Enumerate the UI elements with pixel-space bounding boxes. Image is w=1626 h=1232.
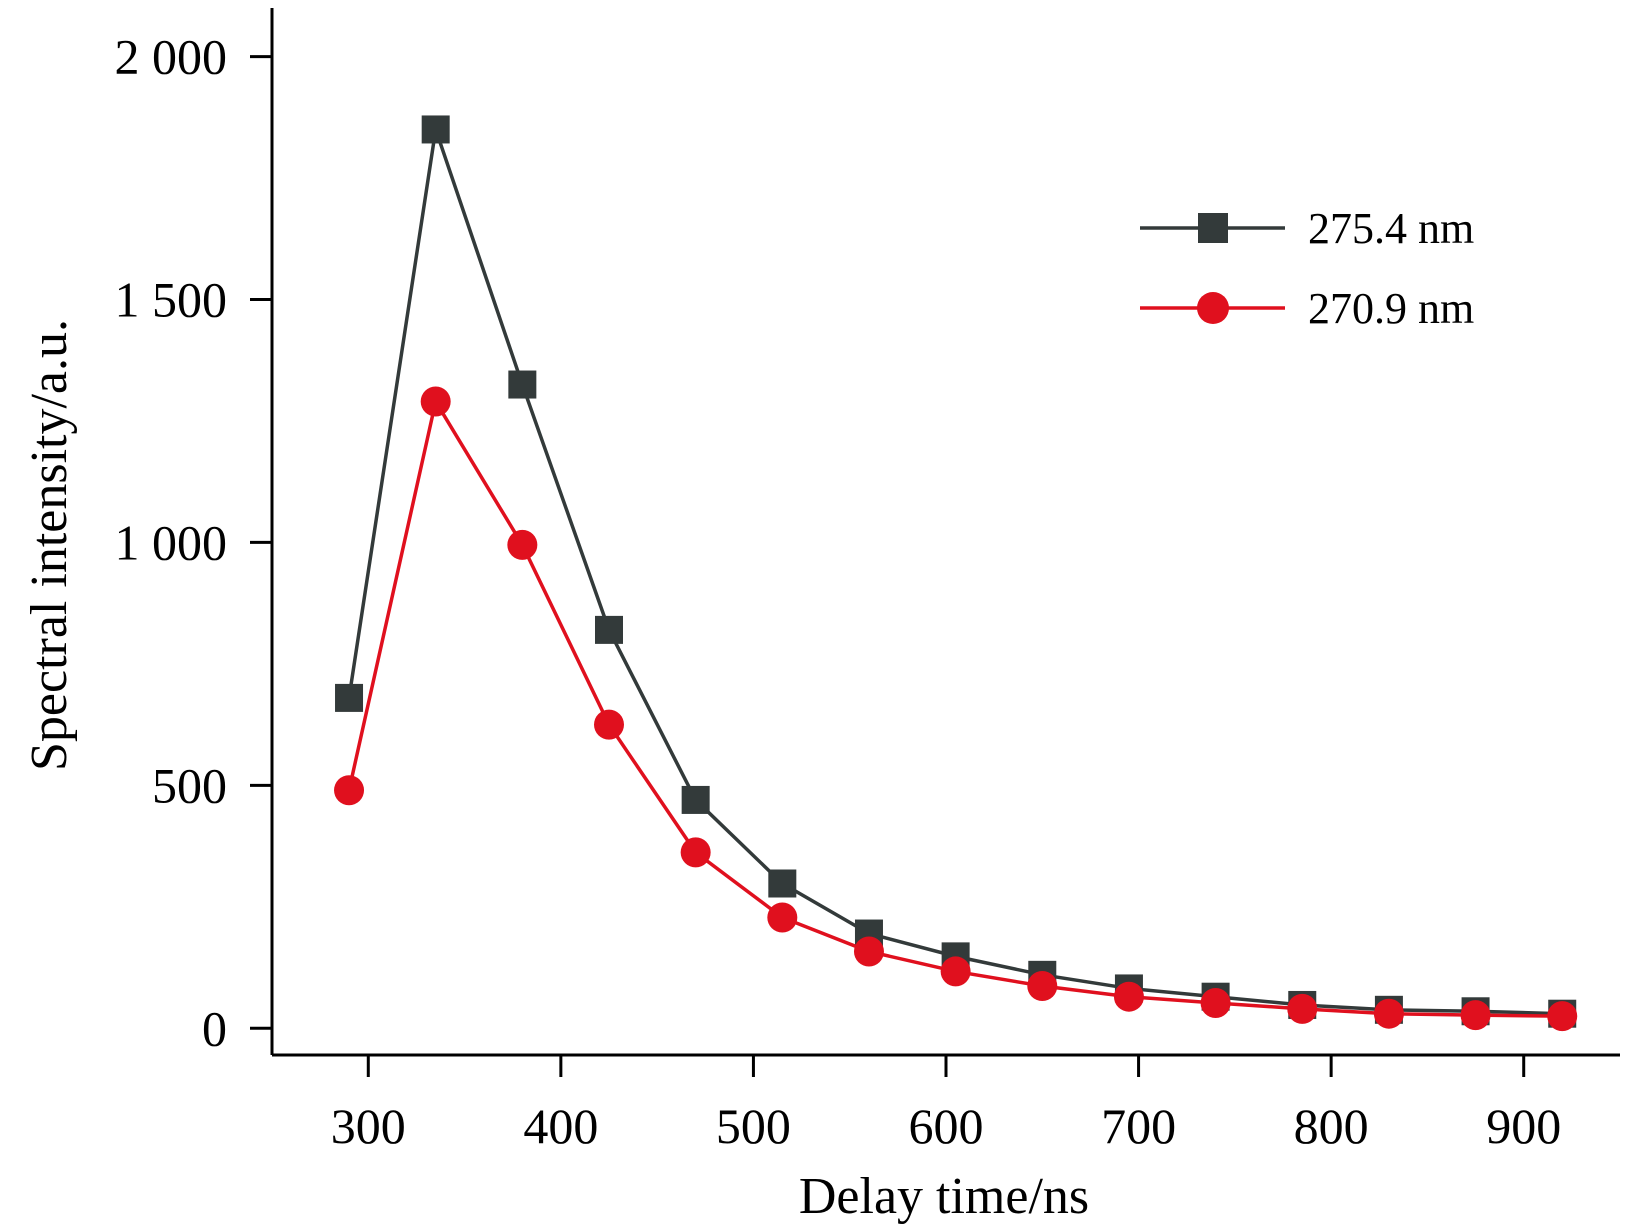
data-point-square [595,615,623,644]
x-tick-label: 300 [331,1098,406,1154]
x-tick-label: 400 [523,1098,598,1154]
data-point-circle [1547,1001,1578,1032]
legend-item-1: 275.4 nm [1140,204,1474,253]
data-point-circle [853,936,884,967]
series-line [347,128,1563,1016]
data-point-square [421,115,450,144]
series-layer [334,115,1578,1032]
data-point-circle [680,837,711,868]
y-tick-label: 0 [202,1000,227,1056]
data-point-circle [1200,988,1231,1019]
data-point-circle [1027,971,1058,1002]
x-axis-title: Delay time/ns [799,1168,1089,1225]
y-tick-label: 2 000 [115,29,228,85]
legend-marker-circle [1197,292,1229,324]
data-point-square [508,370,537,399]
x-tick-label: 900 [1486,1098,1561,1154]
data-point-square [335,683,364,712]
legend-label: 270.9 nm [1308,284,1474,333]
x-tick-label: 700 [1101,1098,1176,1154]
legend-label: 275.4 nm [1308,204,1474,253]
legend-marker-square [1198,213,1228,243]
data-point-circle [420,386,451,417]
series-line [347,396,1563,1018]
data-point-circle [1373,998,1404,1029]
data-point-circle [594,709,624,740]
legend: 275.4 nm 270.9 nm [1140,204,1474,333]
data-point-circle [1460,1000,1491,1031]
x-tick-label: 800 [1294,1098,1369,1154]
series-2 [334,386,1578,1032]
data-point-circle [507,529,538,560]
legend-item-2: 270.9 nm [1140,284,1474,333]
data-point-circle [334,775,365,806]
axes [270,8,1620,1057]
axis-ticks: 300 400 500 600 700 800 900 0 500 1 000 1 500 2 000 [115,29,1562,1154]
data-point-circle [1113,981,1144,1012]
data-point-square [768,869,797,898]
y-tick-label: 1 000 [115,514,228,570]
y-tick-label: 500 [152,757,227,813]
data-point-circle [767,902,798,933]
data-point-circle [940,956,971,987]
data-point-circle [1287,993,1318,1024]
data-point-square [681,785,710,814]
y-axis-title: Spectral intensity/a.u. [21,319,78,771]
x-tick-label: 600 [909,1098,984,1154]
x-tick-label: 500 [716,1098,791,1154]
y-tick-label: 1 500 [115,272,228,328]
